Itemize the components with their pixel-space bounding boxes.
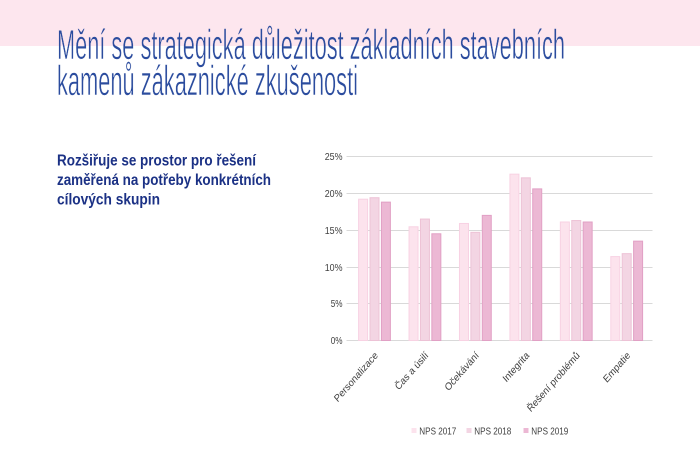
svg-text:zaměřená na potřeby konkrétníc: zaměřená na potřeby konkrétních [57, 172, 271, 189]
svg-text:NPS 2017: NPS 2017 [419, 426, 456, 437]
svg-text:NPS 2018: NPS 2018 [474, 426, 511, 437]
svg-text:5%: 5% [331, 299, 343, 310]
svg-text:Personalizace: Personalizace [332, 350, 380, 405]
svg-text:Mění se strategická důležitost: Mění se strategická důležitost základníc… [57, 21, 565, 68]
svg-text:NPS 2019: NPS 2019 [531, 426, 568, 437]
svg-text:Řešení problémů: Řešení problémů [526, 350, 583, 415]
svg-text:20%: 20% [325, 189, 343, 200]
svg-text:Očekávání: Očekávání [443, 350, 481, 394]
svg-text:0%: 0% [331, 336, 343, 347]
svg-text:kamenů zákaznické zkušenosti: kamenů zákaznické zkušenosti [57, 57, 358, 104]
svg-text:Čas a úsilí: Čas a úsilí [393, 350, 431, 393]
svg-text:cílových skupin: cílových skupin [57, 191, 160, 208]
svg-text:15%: 15% [325, 226, 343, 237]
svg-text:Mění se strategická důležitost: Mění se strategická důležitost základníc… [57, 21, 565, 68]
svg-text:Rozšiřuje se prostor pro řešen: Rozšiřuje se prostor pro řešení [57, 152, 257, 169]
svg-text:Empatie: Empatie [602, 350, 633, 386]
svg-text:25%: 25% [325, 152, 343, 163]
svg-text:10%: 10% [325, 263, 343, 274]
svg-text:Integrita: Integrita [501, 350, 532, 385]
